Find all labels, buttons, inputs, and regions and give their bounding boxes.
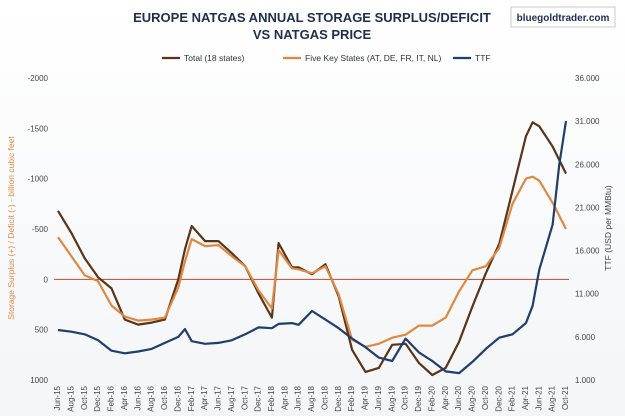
x-tick-label: Dec-15 — [93, 385, 102, 411]
left-tick-label: -2000 — [28, 74, 49, 83]
legend-label: TTF — [475, 53, 491, 63]
x-tick-label: Jun-16 — [133, 385, 142, 410]
x-tick-label: Aug-16 — [147, 385, 156, 411]
watermark-box — [510, 6, 616, 28]
x-tick-label: Apr-17 — [200, 385, 209, 410]
chart-title-line-2: VS NATGAS PRICE — [253, 27, 372, 42]
x-tick-label: Dec-16 — [173, 385, 182, 411]
x-tick-label: Oct-15 — [80, 385, 89, 410]
series-line-ttf — [57, 120, 568, 375]
x-tick-label: Dec-18 — [334, 385, 343, 411]
x-tick-label: Apr-20 — [441, 385, 450, 410]
x-tick-label: Apr-16 — [120, 385, 129, 410]
x-tick-label: Aug-21 — [548, 385, 557, 411]
x-tick-label: Aug-19 — [387, 385, 396, 411]
right-tick-label: 36.000 — [575, 74, 600, 83]
x-tick-label: Jun-15 — [53, 385, 62, 410]
x-tick-label: Aug-15 — [66, 385, 75, 411]
x-tick-label: Dec-20 — [494, 385, 503, 411]
left-tick-label: -500 — [32, 225, 49, 234]
chart-title-line-1: EUROPE NATGAS ANNUAL STORAGE SURPLUS/DEF… — [133, 10, 491, 25]
x-tick-label: Feb-16 — [107, 385, 116, 411]
x-tick-label: Dec-19 — [414, 385, 423, 411]
left-tick-label: -1000 — [28, 175, 49, 184]
x-tick-label: Oct-16 — [160, 385, 169, 410]
x-tick-label: Oct-18 — [320, 385, 329, 410]
x-tick-label: Oct-20 — [481, 385, 490, 410]
right-tick-label: 1.000 — [575, 376, 596, 385]
right-tick-label: 31.000 — [575, 117, 600, 126]
x-tick-label: Dec-17 — [254, 385, 263, 411]
x-tick-label: Feb-19 — [347, 385, 356, 411]
legend: Total (18 states) Five Key States (AT, DE… — [162, 53, 491, 63]
right-tick-label: 6.000 — [575, 333, 596, 342]
x-tick-label: Feb-21 — [508, 385, 517, 411]
x-axis-ticks: Jun-15 Aug-15 Oct-15 Dec-15 Feb-16 Apr-16 Jun-… — [53, 385, 570, 411]
legend-label: Five Key States (AT, DE, FR, IT, NL) — [305, 53, 442, 63]
x-tick-label: Apr-19 — [361, 385, 370, 410]
x-tick-label: Apr-18 — [280, 385, 289, 410]
x-tick-label: Jun-19 — [374, 385, 383, 410]
x-tick-label: Oct-17 — [240, 385, 249, 410]
legend-label: Total (18 states) — [184, 53, 245, 63]
left-tick-label: 0 — [44, 275, 49, 284]
x-tick-label: Aug-17 — [227, 385, 236, 411]
x-tick-label: Jun-17 — [214, 385, 223, 410]
x-tick-label: Oct-21 — [561, 385, 570, 410]
plot-area — [54, 120, 569, 377]
left-tick-label: 1000 — [30, 376, 48, 385]
x-tick-label: Jun-20 — [454, 385, 463, 410]
x-tick-label: Apr-21 — [521, 385, 530, 410]
series-line-key-states — [57, 175, 567, 348]
right-tick-label: 21.000 — [575, 203, 600, 212]
x-tick-label: Feb-17 — [187, 385, 196, 411]
left-tick-label: -1500 — [28, 124, 49, 133]
right-tick-label: 11.000 — [575, 290, 599, 299]
x-tick-label: Aug-20 — [468, 385, 477, 411]
right-axis-ticks: 36.000 31.000 26.000 21.000 16.000 11.000 6.00… — [575, 74, 600, 385]
series-line-total — [57, 121, 567, 377]
watermark: bluegoldtrader.com — [517, 13, 610, 24]
x-tick-label: Aug-18 — [307, 385, 316, 411]
right-tick-label: 16.000 — [575, 247, 600, 256]
x-tick-label: Feb-18 — [267, 385, 276, 411]
left-tick-label: 500 — [35, 326, 49, 335]
x-tick-label: Oct-19 — [401, 385, 410, 410]
left-axis-ticks: -2000 -1500 -1000 -500 0 500 1000 — [28, 74, 49, 385]
y-axis-label-left: Storage Surplus (+) / Deficit (-) - bill… — [6, 136, 16, 320]
y-axis-label-right: TTF (USD per MMBtu) — [603, 185, 613, 271]
right-tick-label: 26.000 — [575, 160, 600, 169]
x-tick-label: Feb-20 — [427, 385, 436, 411]
x-tick-label: Jun-18 — [294, 385, 303, 410]
x-tick-label: Jun-21 — [534, 385, 543, 410]
